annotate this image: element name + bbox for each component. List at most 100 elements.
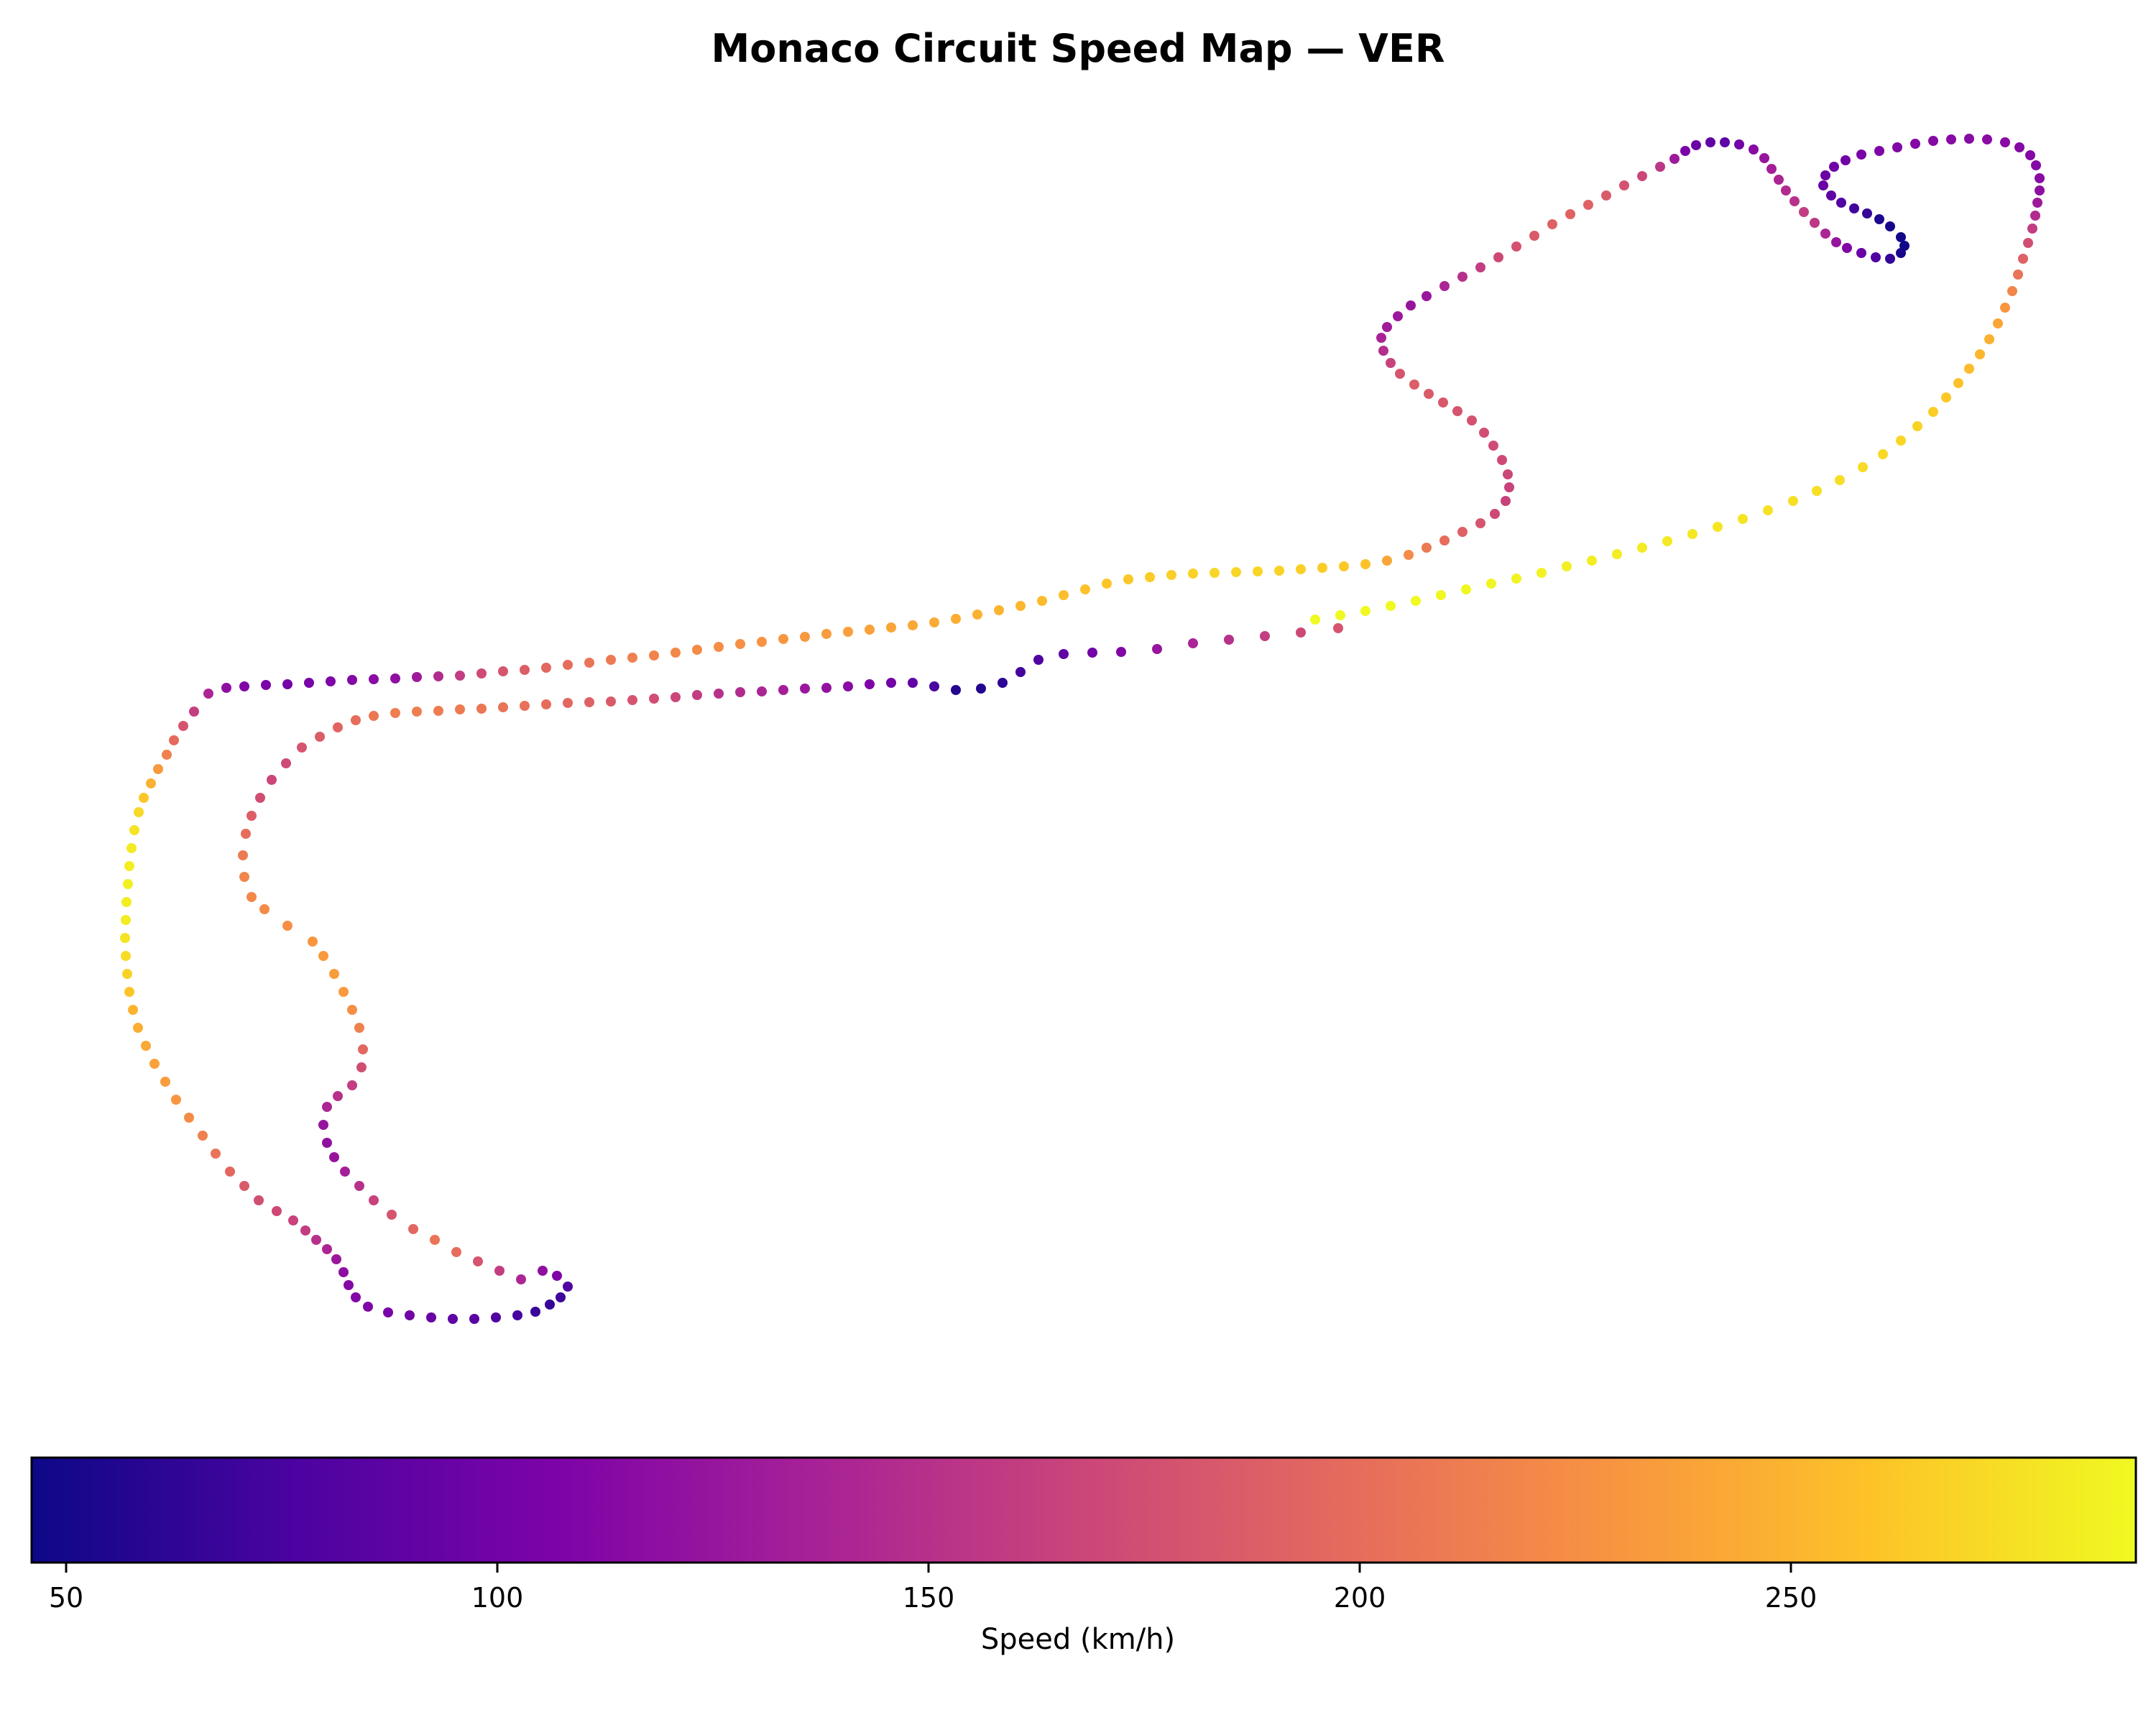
track-point-291 (1858, 462, 1868, 472)
track-point-220 (1565, 209, 1575, 219)
colorbar (30, 1456, 2137, 1564)
track-point-105 (211, 1149, 221, 1159)
track-point-206 (1386, 358, 1396, 368)
track-point-38 (412, 707, 422, 717)
track-point-186 (1360, 559, 1370, 569)
track-point-45 (281, 758, 291, 768)
track-point-176 (1145, 572, 1155, 582)
track-point-267 (2000, 137, 2010, 147)
track-point-297 (1713, 522, 1723, 532)
track-point-26 (671, 692, 681, 702)
track-point-25 (692, 690, 702, 700)
track-point-94 (344, 1280, 354, 1290)
track-point-100 (288, 1215, 298, 1225)
track-point-250 (1874, 214, 1884, 224)
track-point-229 (1705, 137, 1715, 147)
track-point-7 (1087, 648, 1097, 658)
track-point-301 (1612, 549, 1622, 559)
track-point-91 (383, 1307, 393, 1317)
track-point-241 (1831, 237, 1841, 247)
track-point-113 (128, 1005, 138, 1015)
track-point-263 (1928, 136, 1938, 146)
track-point-272 (2035, 185, 2045, 196)
track-point-67 (322, 1138, 332, 1148)
track-point-60 (354, 1023, 364, 1033)
track-point-175 (1123, 574, 1133, 584)
track-point-209 (1382, 322, 1392, 332)
track-point-109 (160, 1077, 170, 1087)
track-point-95 (338, 1267, 349, 1277)
track-point-150 (584, 658, 594, 668)
track-point-127 (153, 764, 163, 774)
track-point-58 (338, 987, 349, 997)
colorbar-tick-label-4: 250 (1765, 1582, 1818, 1614)
track-point-148 (541, 663, 551, 673)
track-point-55 (308, 937, 318, 947)
track-point-251 (1862, 208, 1872, 218)
track-point-36 (455, 704, 465, 714)
track-point-213 (1439, 281, 1450, 291)
track-point-128 (162, 750, 172, 760)
track-point-151 (606, 655, 616, 665)
track-point-134 (239, 681, 249, 691)
track-point-231 (1734, 139, 1744, 150)
track-point-217 (1511, 242, 1521, 252)
track-point-230 (1720, 137, 1730, 147)
chart-title: Monaco Circuit Speed Map — VER (711, 26, 1445, 71)
track-point-307 (1461, 584, 1471, 594)
track-point-265 (1964, 134, 1974, 144)
track-point-50 (238, 850, 248, 860)
track-point-133 (221, 683, 231, 693)
track-point-264 (1946, 134, 1956, 144)
track-point-82 (556, 1292, 566, 1302)
track-point-54 (282, 921, 292, 931)
track-point-17 (865, 679, 875, 689)
track-point-311 (1360, 606, 1370, 616)
track-point-164 (886, 622, 896, 632)
track-point-310 (1386, 601, 1396, 611)
track-point-200 (1467, 415, 1477, 426)
track-point-86 (491, 1312, 501, 1322)
track-point-158 (757, 637, 767, 647)
track-point-20 (800, 684, 810, 694)
track-point-62 (356, 1062, 367, 1072)
track-point-66 (318, 1120, 328, 1130)
track-point-30 (584, 697, 594, 707)
track-point-103 (239, 1181, 249, 1191)
track-point-190 (1439, 535, 1450, 546)
track-point-214 (1457, 272, 1468, 282)
track-point-287 (1928, 407, 1938, 417)
track-point-80 (552, 1271, 562, 1281)
track-point-275 (2027, 224, 2037, 234)
track-point-168 (972, 610, 982, 620)
track-point-243 (1856, 248, 1866, 258)
track-point-216 (1493, 252, 1503, 262)
track-point-146 (498, 666, 508, 676)
track-point-245 (1885, 254, 1895, 264)
track-point-227 (1680, 146, 1690, 156)
track-point-78 (516, 1274, 526, 1284)
track-point-280 (2000, 303, 2010, 313)
track-point-180 (1231, 567, 1241, 577)
track-point-205 (1395, 369, 1405, 379)
track-point-221 (1583, 200, 1593, 210)
track-point-112 (133, 1023, 143, 1033)
track-point-270 (2031, 160, 2041, 170)
track-point-108 (171, 1095, 181, 1105)
track-point-181 (1253, 566, 1263, 576)
track-point-285 (1953, 378, 1963, 388)
track-point-211 (1406, 300, 1416, 310)
track-point-75 (451, 1247, 461, 1257)
track-point-203 (1424, 389, 1434, 399)
track-point-51 (239, 872, 249, 882)
track-point-8 (1059, 649, 1069, 659)
track-point-19 (821, 683, 831, 693)
track-point-215 (1475, 262, 1485, 272)
track-point-110 (149, 1059, 160, 1069)
track-point-73 (408, 1224, 418, 1234)
track-point-235 (1774, 175, 1784, 185)
track-point-197 (1497, 455, 1507, 465)
track-point-305 (1511, 574, 1521, 584)
track-point-118 (121, 915, 131, 925)
track-point-79 (538, 1266, 548, 1276)
